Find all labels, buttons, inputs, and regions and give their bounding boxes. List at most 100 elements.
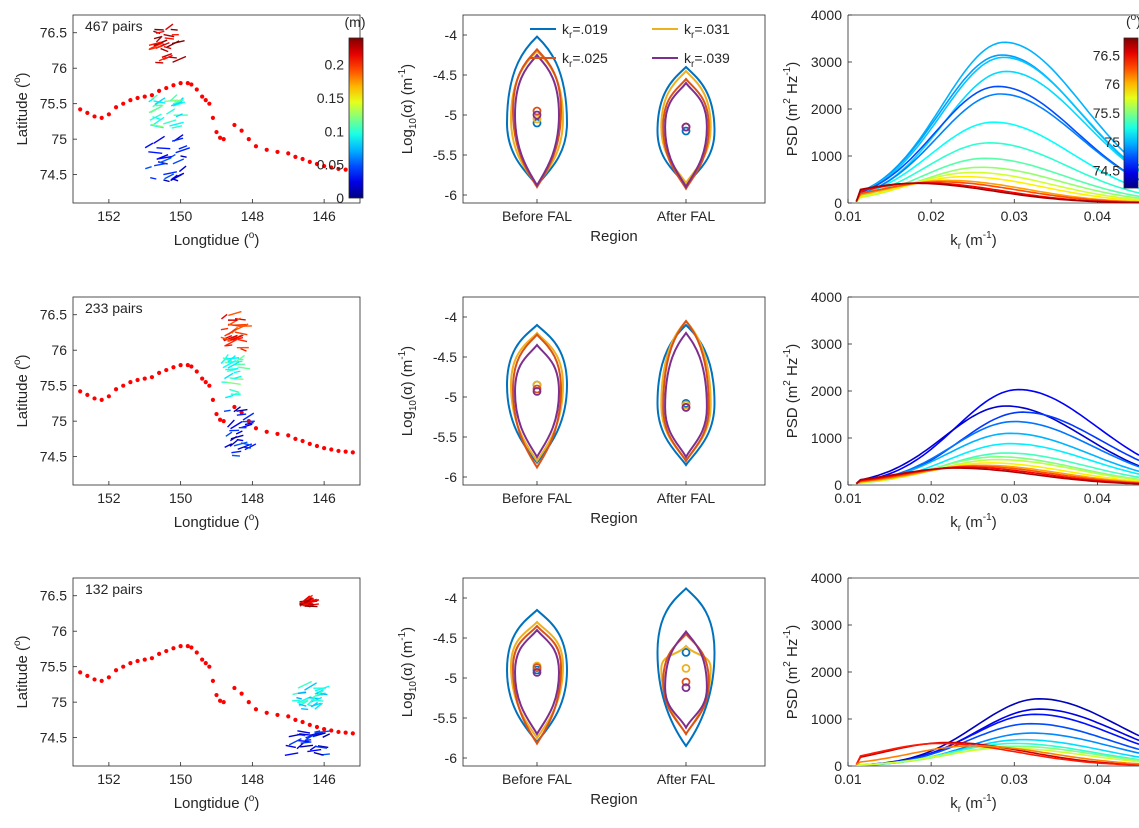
colorbar-tick-label-part: 0.1 — [325, 123, 345, 139]
ship-track-point — [300, 438, 305, 444]
y-tick-label: 0 — [834, 195, 842, 211]
x-axis-label-part: ) — [992, 795, 997, 812]
wave-pair-segment — [234, 331, 248, 336]
wave-pair-segment — [288, 733, 302, 738]
wave-pair-segment — [166, 108, 176, 115]
y-axis-label-part: Hz — [784, 76, 801, 99]
y-tick-label: 75 — [51, 131, 67, 147]
x-tick-label: 146 — [312, 771, 336, 787]
wave-pair-segment — [229, 377, 238, 380]
wave-pair-segment — [225, 394, 234, 399]
y-tick-label-part: -4 — [445, 27, 458, 43]
wave-pair-segment — [312, 732, 326, 737]
wave-pair-segment — [169, 121, 184, 127]
y-axis-label-part: Log — [399, 411, 416, 436]
ship-track-point — [239, 410, 244, 415]
wave-pair-segment — [235, 430, 243, 435]
legend-label-part: r — [569, 59, 573, 70]
ship-track-point — [210, 115, 216, 120]
pairs-annotation-part: 132 pairs — [85, 581, 143, 597]
y-tick-label: 75 — [51, 694, 67, 710]
y-axis-label-part: Latitude ( — [14, 365, 31, 428]
ship-track-point — [232, 404, 237, 410]
x-axis-label-part: o — [249, 230, 255, 241]
ship-track-point — [149, 375, 155, 380]
x-axis-label: kr (m-1) — [950, 230, 996, 252]
y-tick-label-part: 2000 — [811, 101, 842, 117]
ship-track-point — [106, 394, 111, 399]
x-axis-label-part: k — [950, 795, 958, 812]
wave-pair-segment — [225, 367, 239, 371]
category-label-part: After FAL — [657, 208, 716, 224]
wave-pair-segment — [297, 739, 310, 743]
wave-pair-segment — [226, 357, 240, 360]
wave-pair-segment — [232, 323, 247, 326]
ship-track-point — [264, 429, 269, 434]
psd-curve — [855, 467, 1139, 485]
violin-median-marker — [532, 106, 542, 116]
wave-pair-segment — [233, 370, 241, 374]
legend-label-part: r — [691, 59, 695, 70]
ship-track-point — [286, 433, 291, 438]
x-tick-label: 0.01 — [834, 771, 861, 787]
wave-pair-segment — [304, 601, 315, 606]
x-tick-label-part: 0.01 — [834, 771, 861, 787]
y-tick-label-part: 3000 — [811, 54, 842, 70]
y-axis-label-part: Hz — [784, 358, 801, 381]
category-label: After FAL — [657, 208, 716, 224]
y-axis-label-part: ) — [14, 72, 31, 77]
y-tick-label: 76.5 — [40, 588, 67, 604]
x-tick-label-part: 0.04 — [1084, 771, 1111, 787]
ship-track-point — [135, 658, 140, 664]
ship-track-point — [128, 661, 133, 666]
wave-pair-segment — [174, 99, 182, 103]
x-axis-label-part: -1 — [983, 793, 992, 804]
colorbar-tick-label: 0 — [336, 190, 344, 206]
y-tick-label: 76 — [51, 342, 67, 358]
violin-outline — [511, 333, 563, 470]
wave-pair-segment — [224, 443, 233, 448]
violin-outline — [513, 628, 561, 737]
x-axis-label-part: ) — [254, 795, 259, 812]
y-tick-label: 4000 — [811, 7, 842, 23]
ship-track-point — [307, 159, 312, 164]
wave-pair-segment — [317, 745, 329, 749]
x-axis-label-part: Region — [590, 791, 638, 808]
ship-track-point — [253, 426, 259, 431]
category-label-part: After FAL — [657, 490, 716, 506]
x-axis-label-part: Region — [590, 228, 638, 245]
y-axis-label-part: ) — [399, 627, 416, 632]
violin-outline — [664, 629, 708, 730]
ship-track-point — [92, 677, 97, 682]
colorbar-title-part: ( — [1126, 13, 1131, 29]
wave-pair-segment — [171, 125, 183, 129]
ship-track-point — [189, 82, 194, 87]
wave-pair-segment — [233, 441, 248, 447]
ship-track-point — [293, 717, 298, 722]
colorbar-tick-label-part: 76.5 — [1093, 47, 1120, 63]
wave-pair-segment — [234, 317, 246, 321]
x-tick-label-part: 0.02 — [918, 490, 945, 506]
y-axis-label-part: ) — [784, 625, 801, 630]
wave-pair-segment — [223, 334, 238, 342]
wave-pair-segment — [244, 443, 257, 451]
axes-box — [462, 14, 766, 204]
wave-pair-segment — [315, 745, 328, 749]
ship-track-point — [171, 646, 176, 651]
ship-track-point — [164, 85, 169, 91]
ship-track-point — [164, 648, 169, 654]
y-axis-label: Log10(α) (m-1) — [397, 346, 419, 436]
legend-label-part: =.031 — [694, 21, 730, 37]
y-tick-label: -6 — [445, 469, 458, 485]
x-tick-label-part: 146 — [312, 208, 336, 224]
y-tick-label-part: 4000 — [811, 289, 842, 305]
ship-track-point — [300, 719, 305, 725]
x-tick-label: 148 — [241, 771, 265, 787]
wave-pair-segment — [220, 336, 231, 341]
y-axis-label-part: 2 — [782, 380, 793, 386]
ship-track-point — [232, 122, 237, 128]
x-axis-label: Region — [590, 510, 638, 527]
y-axis-label-part: o — [12, 359, 23, 365]
x-tick-label-part: 0.02 — [918, 208, 945, 224]
psd-curve — [855, 742, 1139, 766]
